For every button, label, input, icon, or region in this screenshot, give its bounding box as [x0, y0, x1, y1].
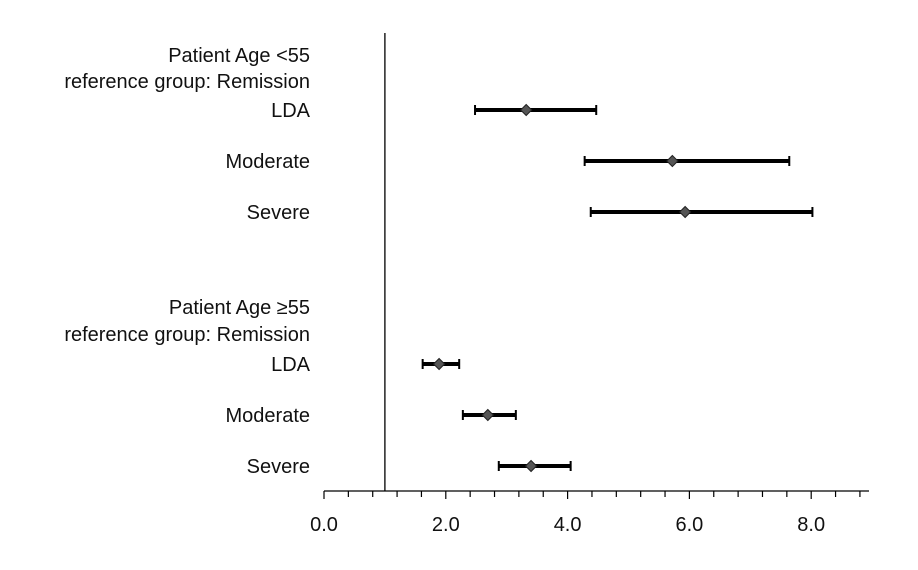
group-header-line: Patient Age ≥55	[169, 297, 310, 319]
point-estimate-marker	[666, 154, 679, 168]
point-estimate-marker	[432, 357, 446, 371]
point-estimate-marker	[524, 459, 538, 473]
point-estimate-marker	[481, 408, 495, 422]
x-tick-label: 2.0	[432, 514, 460, 536]
x-tick-label: 8.0	[797, 514, 825, 536]
row-label: Severe	[247, 202, 310, 224]
group-header-line: reference group: Remission	[64, 324, 310, 346]
confidence-intervals	[421, 105, 814, 471]
x-axis-tick-labels: 0.0 2.0 4.0 6.0 8.0	[310, 514, 825, 536]
x-tick-label: 4.0	[554, 514, 582, 536]
row-label: LDA	[271, 100, 311, 122]
row-label: Moderate	[226, 405, 311, 427]
x-tick-label: 0.0	[310, 514, 338, 536]
point-estimate-marker	[678, 205, 692, 219]
group-header-line: reference group: Remission	[64, 71, 310, 93]
row-labels: LDA Moderate Severe LDA Moderate Severe	[226, 100, 311, 478]
group-headers: Patient Age <55 reference group: Remissio…	[64, 45, 310, 346]
group-header-line: Patient Age <55	[168, 45, 310, 67]
x-tick-label: 6.0	[675, 514, 703, 536]
point-estimate-marker	[519, 103, 533, 117]
row-label: Moderate	[226, 151, 311, 173]
row-label: LDA	[271, 354, 311, 376]
point-estimates	[432, 103, 692, 473]
x-axis-ticks	[323, 491, 861, 499]
row-label: Severe	[247, 456, 310, 478]
